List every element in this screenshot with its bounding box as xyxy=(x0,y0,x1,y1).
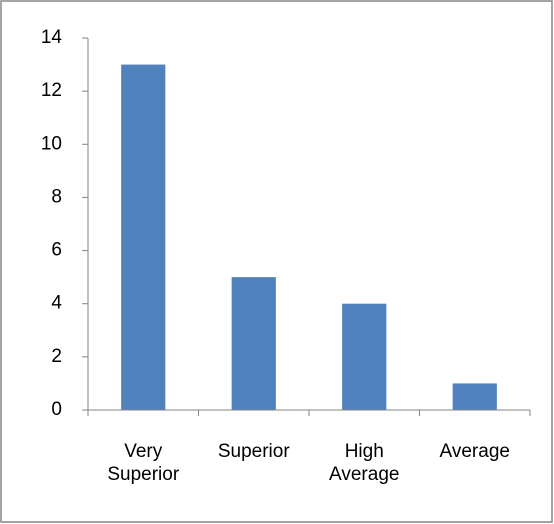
bar xyxy=(452,383,497,410)
y-tick-label: 2 xyxy=(51,346,62,367)
y-tick-label: 12 xyxy=(41,80,62,101)
bar xyxy=(342,303,387,410)
y-tick-label: 0 xyxy=(51,399,62,420)
x-tick-label: High Average xyxy=(329,441,400,485)
x-tick-label: Superior xyxy=(217,441,290,462)
y-tick-label: 8 xyxy=(51,186,62,207)
y-tick-label: 6 xyxy=(51,240,62,261)
y-tick-label: 4 xyxy=(51,293,62,314)
bar xyxy=(121,64,166,411)
y-tick-label: 10 xyxy=(41,133,62,154)
bar xyxy=(231,277,276,410)
x-tick-label: Very Superior xyxy=(107,441,180,485)
y-tick-label: 14 xyxy=(41,27,63,48)
x-tick-label: Average xyxy=(439,441,510,462)
